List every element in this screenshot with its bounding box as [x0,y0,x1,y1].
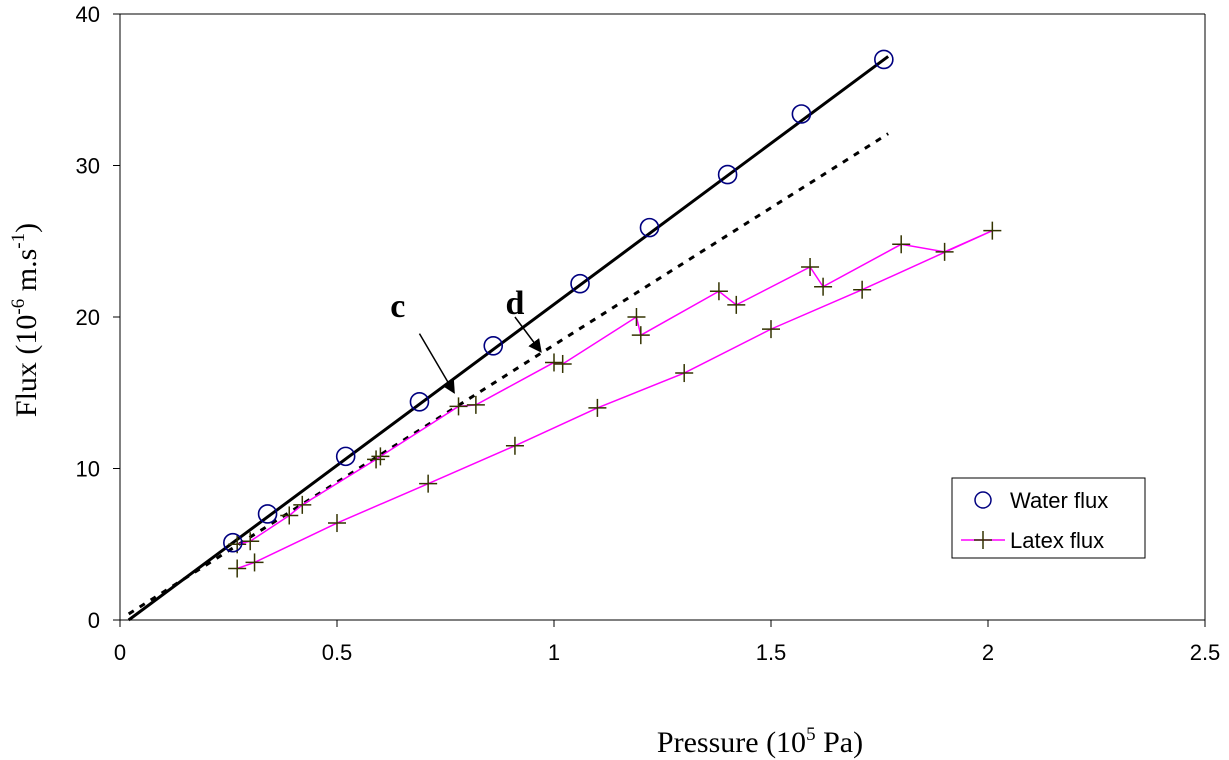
water-flux-point [409,392,430,412]
water-flux-point [639,217,660,238]
water-flux-point [791,104,812,124]
annotation-arrow-d [514,316,542,353]
series-layer [223,49,1002,578]
y-tick-label: 20 [76,305,100,330]
legend-latex-marker [961,531,1005,549]
x-tick-label: 1.5 [756,640,787,665]
latex-flux-point [328,514,346,533]
y-axis-title: Flux (10-6 m.s-1) [8,223,43,417]
latex-flux-point [553,354,572,373]
latex-flux-point [245,553,264,572]
latex-flux-point [466,395,485,414]
x-tick-label: 2 [982,640,994,665]
latex-flux-point [853,280,872,299]
legend-water-marker [974,491,992,509]
latex-flux-point [762,320,780,339]
water-flux-point [717,164,738,185]
latex-flux-point [983,221,1002,240]
y-tick-label: 10 [76,457,100,482]
x-tick-label: 1 [548,640,560,665]
latex-flux-point [814,277,833,296]
latex-flux-point [280,506,299,525]
annotation-arrow-c [418,333,455,394]
latex-flux-line [236,229,993,570]
water-flux-point [223,532,243,553]
y-axis-ticks: 0 10 20 30 40 [76,2,120,633]
latex-flux-point [545,353,563,372]
water-flux-point [570,273,590,294]
y-tick-label: 40 [76,2,100,27]
latex-flux-point [935,242,954,261]
x-tick-label: 2.5 [1190,640,1221,665]
latex-flux-point [801,258,820,277]
latex-flux-point [588,398,607,417]
legend-latex-label: Latex flux [1010,528,1104,553]
annotation-label-d: d [505,285,524,322]
latex-flux-point [675,364,694,383]
latex-flux-point [367,450,386,469]
y-tick-label: 30 [76,154,100,179]
latex-flux-point [709,282,728,301]
x-axis-title: Pressure (105 Pa) [657,724,863,759]
latex-flux-point [293,495,312,514]
annotation-label-c: c [390,288,405,325]
latex-flux-point [449,397,468,416]
latex-flux-point [627,308,646,326]
latex-flux-point [631,326,650,345]
plot-area [119,13,1206,621]
water-flux-point [874,49,894,70]
water-flux-point [335,446,356,467]
latex-flux-point [371,447,390,466]
latex-flux-point [727,295,746,314]
solid-fit-line [127,55,890,622]
latex-flux-point [241,532,260,551]
x-axis-ticks: 0 0.5 1 1.5 2 2.5 [114,620,1220,665]
latex-flux-point [892,235,911,254]
latex-flux-point [228,559,247,578]
fit-lines [127,55,890,622]
x-tick-label: 0 [114,640,126,665]
water-flux-point [257,504,278,524]
legend-water-label: Water flux [1010,488,1108,513]
legend: Water flux Latex flux [951,477,1146,559]
latex-flux-point [419,474,438,493]
latex-flux-point [505,436,524,455]
x-tick-label: 0.5 [322,640,353,665]
water-flux-point [483,335,504,356]
y-tick-label: 0 [88,608,100,633]
